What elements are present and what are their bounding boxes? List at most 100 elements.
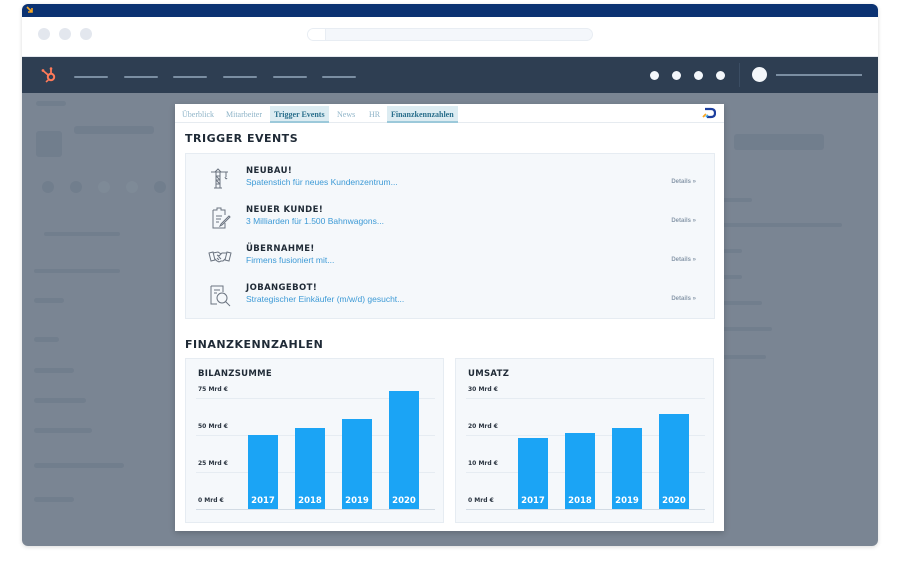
y-axis-tick-label: 75 Mrd € — [198, 386, 228, 393]
blurred-text — [34, 398, 86, 403]
bar-year-label: 2017 — [521, 496, 545, 506]
gridline — [466, 398, 705, 399]
y-axis-tick-label: 25 Mrd € — [198, 460, 228, 467]
chart-bar-2018[interactable]: 2018 — [565, 433, 595, 509]
event-details-link[interactable]: Details » — [671, 218, 696, 224]
tab-trigger-events[interactable]: Trigger Events — [270, 106, 329, 123]
hubspot-logo-icon[interactable] — [40, 66, 58, 84]
blurred-company-logo — [36, 131, 62, 157]
resize-arrow-icon[interactable] — [25, 5, 35, 15]
clipboard-edit-icon — [212, 207, 231, 229]
modal-tab-bar: Überblick Mitarbeiter Trigger Events New… — [175, 104, 724, 123]
blurred-text — [722, 327, 772, 331]
nav-icon-4[interactable] — [716, 71, 725, 80]
trigger-event-item: JOBANGEBOT! Strategischer Einkäufer (m/w… — [186, 277, 714, 315]
window-close-button[interactable] — [38, 28, 50, 40]
trigger-events-heading: TRIGGER EVENTS — [185, 132, 299, 145]
bilanzsumme-chart: BILANZSUMME 0 Mrd € 25 Mrd € 50 Mrd € 75 Mr… — [185, 358, 444, 523]
gridline — [196, 509, 435, 510]
user-account-menu[interactable] — [776, 74, 862, 76]
trigger-events-list: NEUBAU! Spatenstich für neues Kundenzent… — [185, 153, 715, 319]
trigger-event-item: ÜBERNAHME! Firmens fusioniert mit... Det… — [186, 238, 714, 276]
blurred-action-icon — [42, 181, 54, 193]
trigger-event-item: NEUBAU! Spatenstich für neues Kundenzent… — [186, 160, 714, 198]
blurred-text — [722, 223, 842, 227]
blurred-text — [722, 355, 766, 359]
bar-year-label: 2019 — [345, 496, 369, 506]
blurred-company-name — [74, 126, 154, 134]
blurred-button — [734, 134, 824, 150]
chart-bar-2020[interactable]: 2020 — [389, 391, 419, 509]
blurred-text — [34, 428, 92, 433]
event-details-link[interactable]: Details » — [671, 179, 696, 185]
event-details-link[interactable]: Details » — [671, 257, 696, 263]
blurred-action-icon — [154, 181, 166, 193]
address-bar-icon-slot — [308, 29, 326, 40]
gridline — [196, 398, 435, 399]
nav-icon-1[interactable] — [650, 71, 659, 80]
gridline — [466, 509, 705, 510]
bar-year-label: 2019 — [615, 496, 639, 506]
blurred-text — [34, 463, 124, 468]
tab-news[interactable]: News — [337, 110, 356, 119]
brand-logo-icon — [702, 107, 716, 119]
event-title: NEUBAU! — [246, 166, 293, 176]
y-axis-tick-label: 50 Mrd € — [198, 423, 228, 430]
user-avatar[interactable] — [752, 67, 767, 82]
chart-bar-2019[interactable]: 2019 — [342, 419, 372, 509]
bar-year-label: 2018 — [298, 496, 322, 506]
chart-bar-2019[interactable]: 2019 — [612, 428, 642, 509]
window-minimize-button[interactable] — [59, 28, 71, 40]
nav-icon-3[interactable] — [694, 71, 703, 80]
company-insights-modal: Überblick Mitarbeiter Trigger Events New… — [175, 104, 724, 531]
tab-hr[interactable]: HR — [369, 110, 381, 119]
tab-finanzkennzahlen[interactable]: Finanzkennzahlen — [387, 106, 458, 123]
event-details-link[interactable]: Details » — [671, 296, 696, 302]
nav-item-3[interactable] — [173, 76, 207, 78]
window-titlebar — [22, 4, 878, 17]
blurred-breadcrumb — [36, 101, 66, 106]
nav-item-6[interactable] — [322, 76, 356, 78]
chart-bar-2018[interactable]: 2018 — [295, 428, 325, 509]
event-description-link[interactable]: Spatenstich für neues Kundenzentrum... — [246, 177, 398, 187]
y-axis-tick-label: 0 Mrd € — [198, 497, 224, 504]
chart-title: UMSATZ — [468, 369, 510, 379]
blurred-text — [722, 301, 762, 305]
y-axis-tick-label: 10 Mrd € — [468, 460, 498, 467]
blurred-action-icon — [98, 181, 110, 193]
chart-plot-area: 0 Mrd € 10 Mrd € 20 Mrd € 30 Mrd € 2017 2018 2… — [466, 386, 705, 515]
tab-ueberblick[interactable]: Überblick — [182, 110, 214, 119]
hubspot-top-nav — [22, 57, 878, 93]
blurred-text — [34, 269, 120, 273]
address-bar[interactable] — [307, 28, 593, 41]
nav-icon-2[interactable] — [672, 71, 681, 80]
nav-divider — [739, 63, 740, 87]
nav-item-1[interactable] — [74, 76, 108, 78]
event-description-link[interactable]: Strategischer Einkäufer (m/w/d) gesucht.… — [246, 294, 405, 304]
chart-bar-2017[interactable]: 2017 — [518, 438, 548, 509]
nav-item-5[interactable] — [273, 76, 307, 78]
bar-year-label: 2020 — [662, 496, 686, 506]
chart-bar-2017[interactable]: 2017 — [248, 435, 278, 509]
blurred-text — [34, 337, 59, 342]
blurred-text — [34, 298, 64, 303]
event-description-link[interactable]: 3 Milliarden für 1.500 Bahnwagons... — [246, 216, 384, 226]
browser-chrome — [22, 17, 878, 57]
window-maximize-button[interactable] — [80, 28, 92, 40]
event-title: JOBANGEBOT! — [246, 283, 318, 293]
blurred-text — [34, 497, 74, 502]
chart-plot-area: 0 Mrd € 25 Mrd € 50 Mrd € 75 Mrd € 2017 2018 2… — [196, 386, 435, 515]
y-axis-tick-label: 30 Mrd € — [468, 386, 498, 393]
event-description-link[interactable]: Firmens fusioniert mit... — [246, 255, 335, 265]
bar-year-label: 2020 — [392, 496, 416, 506]
finanzkennzahlen-heading: FINANZKENNZAHLEN — [185, 338, 324, 351]
blurred-text — [34, 368, 74, 373]
nav-item-2[interactable] — [124, 76, 158, 78]
y-axis-tick-label: 0 Mrd € — [468, 497, 494, 504]
document-search-icon — [210, 285, 231, 307]
blurred-text — [722, 275, 742, 279]
blurred-action-icon — [70, 181, 82, 193]
chart-bar-2020[interactable]: 2020 — [659, 414, 689, 509]
tab-mitarbeiter[interactable]: Mitarbeiter — [226, 110, 262, 119]
nav-item-4[interactable] — [223, 76, 257, 78]
